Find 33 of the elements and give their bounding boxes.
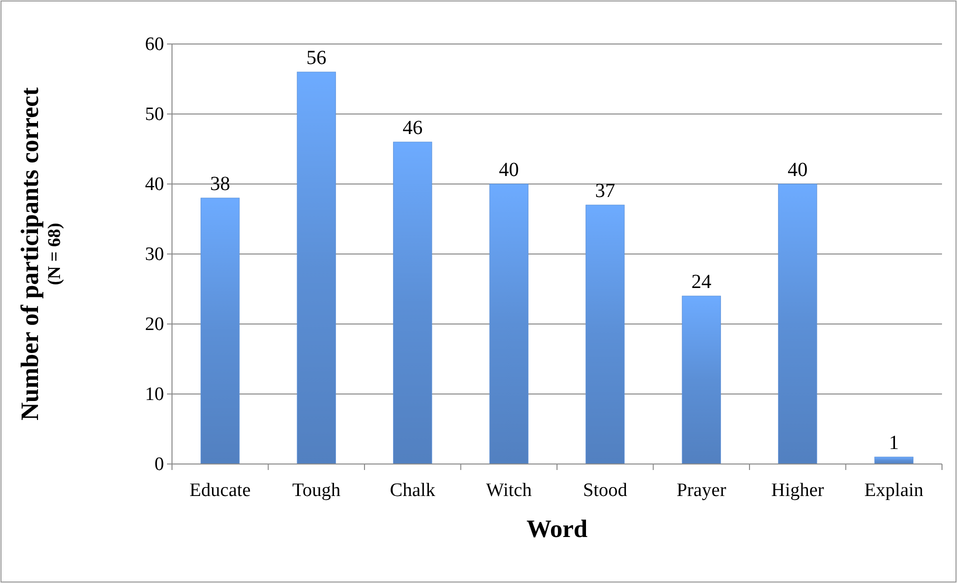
- y-tick-label: 0: [154, 454, 164, 476]
- data-label: 1: [888, 432, 899, 454]
- bar: [489, 184, 528, 464]
- y-tick-label: 20: [145, 314, 164, 336]
- y-tick-label: 60: [145, 34, 164, 56]
- bar: [682, 296, 721, 464]
- data-label: 24: [691, 271, 712, 293]
- x-tick-label: Higher: [771, 480, 825, 501]
- x-tick-label: Explain: [864, 480, 924, 501]
- y-tick-label: 50: [145, 104, 164, 126]
- data-label: 38: [210, 173, 230, 195]
- data-label: 46: [402, 117, 423, 139]
- data-label: 40: [498, 159, 519, 181]
- x-axis-title: Word: [526, 516, 588, 543]
- x-tick-label: Stood: [582, 480, 628, 501]
- bar: [778, 184, 818, 464]
- bar: [200, 198, 240, 464]
- x-tick-label: Chalk: [390, 480, 436, 501]
- bar: [874, 456, 914, 464]
- data-label: 40: [788, 159, 808, 181]
- bar: [586, 204, 625, 464]
- y-axis-title: Number of participants correct (N = 68): [17, 86, 64, 421]
- bar: [296, 72, 336, 464]
- y-tick-label: 30: [145, 244, 164, 266]
- x-tick-label: Witch: [486, 480, 532, 501]
- bar: [393, 142, 432, 464]
- y-tick-label: 10: [145, 384, 164, 406]
- data-label: 37: [595, 180, 616, 202]
- y-tick-label: 40: [145, 174, 164, 196]
- data-label: 56: [306, 47, 326, 69]
- x-tick-label: Prayer: [676, 480, 727, 501]
- x-tick-label: Tough: [292, 480, 342, 501]
- x-tick-label: Educate: [190, 480, 251, 501]
